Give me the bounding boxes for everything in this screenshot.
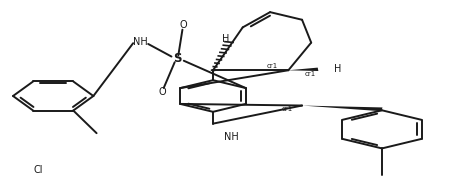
- Polygon shape: [289, 68, 318, 71]
- Text: O: O: [159, 87, 167, 97]
- Polygon shape: [302, 106, 382, 111]
- Text: H: H: [334, 64, 341, 74]
- Text: O: O: [180, 21, 187, 31]
- Text: cr1: cr1: [304, 71, 316, 77]
- Text: S: S: [173, 52, 181, 65]
- Text: NH: NH: [224, 132, 239, 142]
- Text: Cl: Cl: [33, 165, 43, 175]
- Text: cr1: cr1: [267, 63, 278, 69]
- Text: H: H: [222, 34, 229, 44]
- Text: cr1: cr1: [282, 106, 293, 112]
- Text: NH: NH: [132, 37, 147, 47]
